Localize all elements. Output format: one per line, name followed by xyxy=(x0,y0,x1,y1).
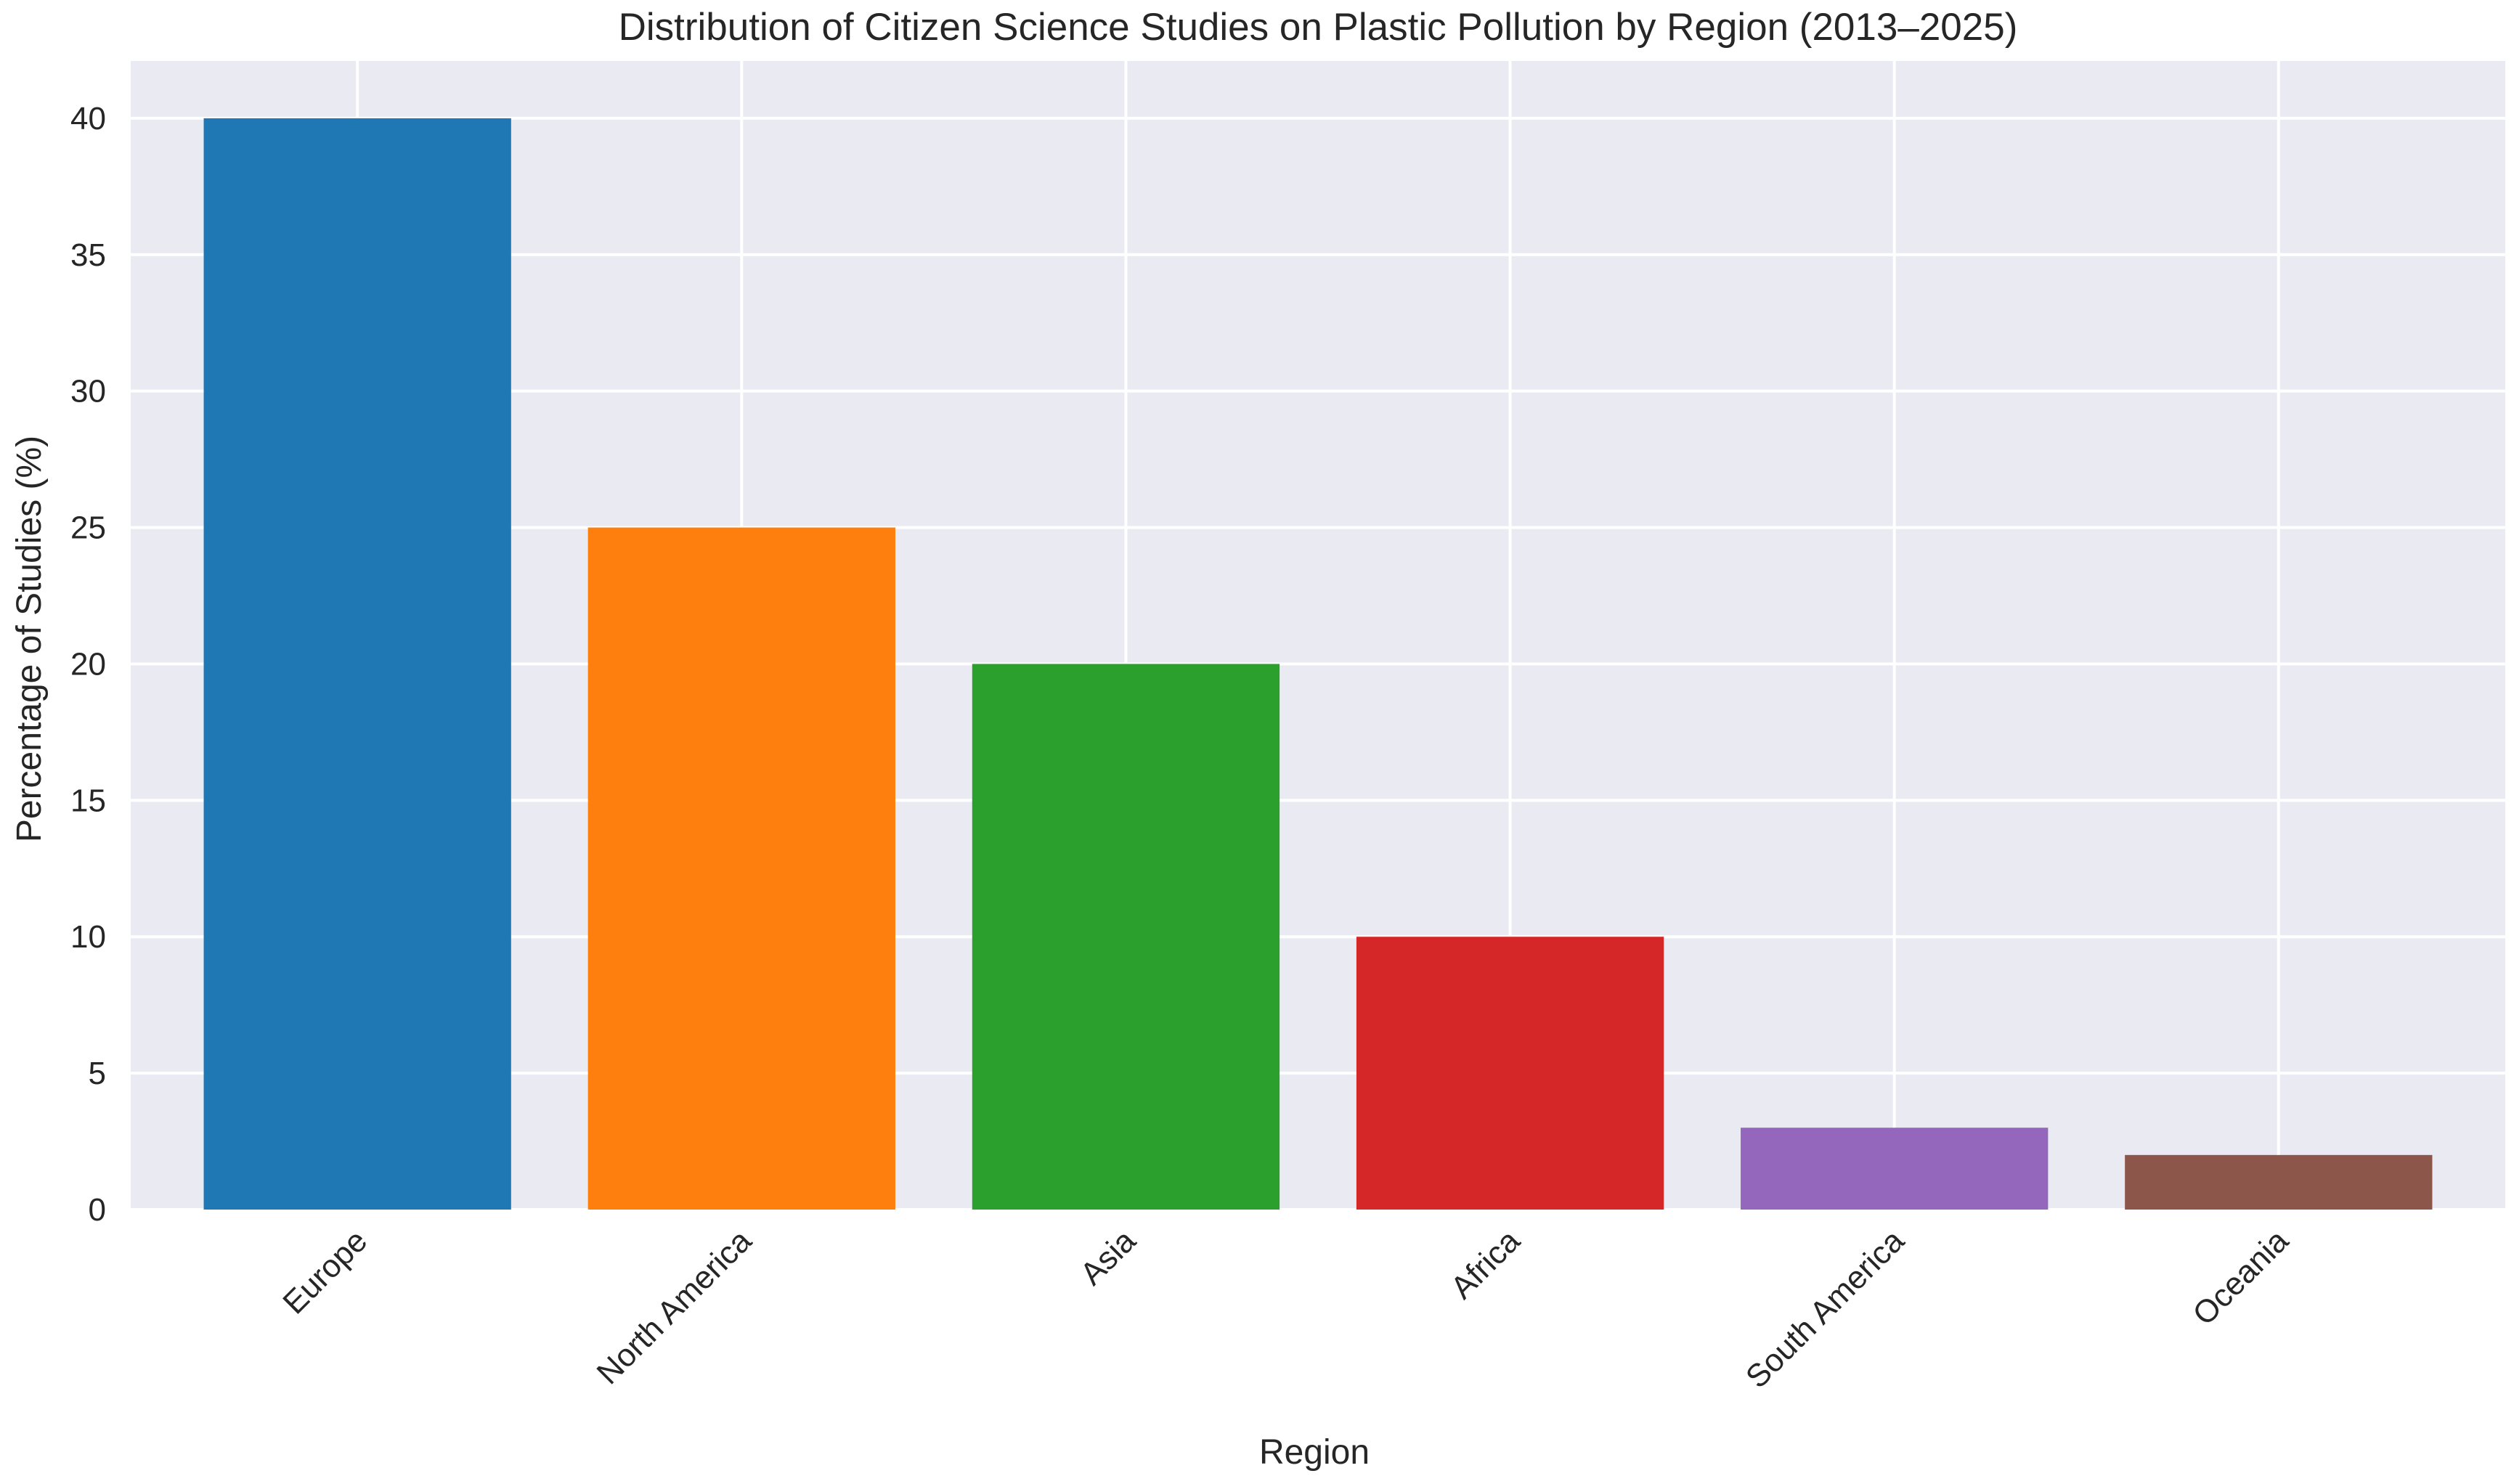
bar-oceania xyxy=(2125,1154,2433,1210)
x-tick-label: Oceania xyxy=(2186,1223,2295,1332)
x-tick-labels: Europe North America Asia Africa South Ameri… xyxy=(276,1223,2295,1395)
y-tick-label: 0 xyxy=(89,1192,106,1228)
bar-north-america xyxy=(587,527,895,1210)
x-axis-label: Region xyxy=(1259,1433,1370,1472)
bar-africa xyxy=(1356,937,1664,1210)
y-tick-label: 30 xyxy=(70,374,106,409)
x-tick-label: South America xyxy=(1739,1223,1911,1395)
x-tick-label: North America xyxy=(590,1223,759,1391)
x-tick-label: Africa xyxy=(1444,1223,1527,1306)
x-tick-label: Europe xyxy=(276,1223,374,1321)
y-tick-label: 5 xyxy=(89,1056,106,1091)
plot-area-background xyxy=(131,61,2505,1210)
bar-south-america xyxy=(1741,1128,2049,1210)
y-tick-label: 20 xyxy=(70,646,106,682)
bar-asia xyxy=(972,664,1280,1210)
chart-title: Distribution of Citizen Science Studies … xyxy=(619,6,2018,49)
y-axis-label: Percentage of Studies (%) xyxy=(10,436,49,842)
y-tick-label: 35 xyxy=(70,237,106,273)
bar-europe xyxy=(203,118,511,1210)
horizontal-grid-lines xyxy=(131,116,2505,1211)
bars xyxy=(203,118,2433,1210)
y-tick-label: 40 xyxy=(70,101,106,136)
y-tick-label: 10 xyxy=(70,919,106,955)
y-tick-label: 15 xyxy=(70,783,106,818)
y-tick-labels: 0 5 10 15 20 25 30 35 40 xyxy=(70,101,106,1228)
y-tick-label: 25 xyxy=(70,510,106,546)
x-tick-label: Asia xyxy=(1073,1223,1143,1292)
